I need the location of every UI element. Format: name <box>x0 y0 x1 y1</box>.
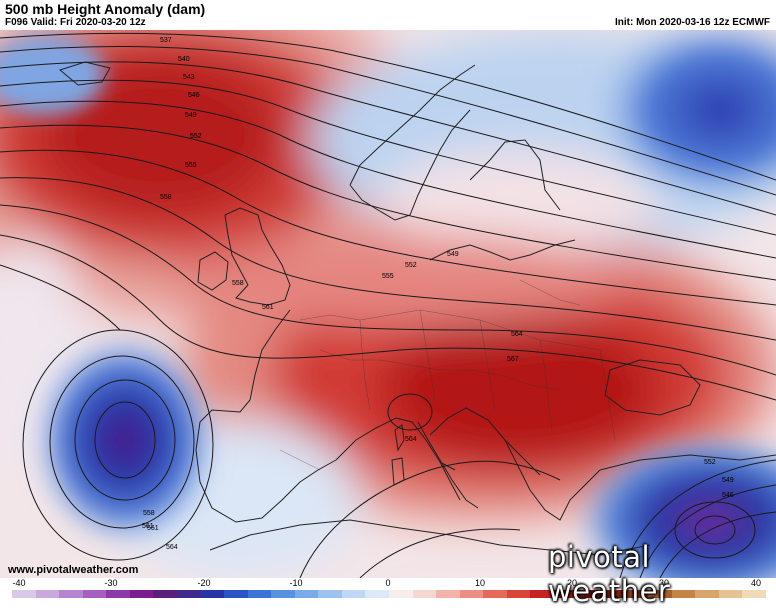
contour-label: 540 <box>178 56 190 63</box>
colorbar-swatch <box>106 590 130 598</box>
colorbar-tick: 10 <box>474 578 486 588</box>
colorbar-swatch <box>82 590 107 598</box>
low-contours <box>22 329 776 578</box>
contour-label: 552 <box>190 133 202 140</box>
contour-label: 552 <box>704 459 716 466</box>
colorbar-tick: -20 <box>197 578 211 588</box>
contour-label: 549 <box>185 112 197 119</box>
contour-label: 558 <box>232 280 244 287</box>
colorbar-swatch <box>695 590 719 598</box>
colorbar-swatch <box>530 590 554 598</box>
colorbar-swatch <box>294 590 319 598</box>
contour-label: 555 <box>185 162 197 169</box>
colorbar-swatch <box>247 590 272 598</box>
colorbar <box>12 590 766 598</box>
colorbar-swatch <box>671 590 696 598</box>
colorbar-swatch <box>436 590 460 598</box>
colorbar-tick: -30 <box>104 578 118 588</box>
contour-label: 549 <box>447 251 459 258</box>
colorbar-tick: 20 <box>566 578 578 588</box>
contour-label: 543 <box>183 74 195 81</box>
contour-label: 564 <box>511 331 523 338</box>
colorbar-swatch <box>365 590 389 598</box>
contour-label: 564 <box>405 436 417 443</box>
colorbar-swatch <box>601 590 625 598</box>
colorbar-swatch <box>506 590 531 598</box>
colorbar-swatch <box>271 590 295 598</box>
contour-label: 537 <box>160 37 172 44</box>
colorbar-swatch <box>577 590 602 598</box>
contour-label: 561 <box>142 523 154 530</box>
contour-label: 561 <box>262 304 274 311</box>
colorbar-swatch <box>483 590 507 598</box>
colorbar-tick: 30 <box>658 578 670 588</box>
init-time: Init: Mon 2020-03-16 12z ECMWF <box>614 17 770 28</box>
colorbar-swatch <box>742 590 766 598</box>
contour-label: 558 <box>143 510 155 517</box>
colorbar-swatch <box>718 590 743 598</box>
website-link[interactable]: www.pivotalweather.com <box>8 564 139 576</box>
contour-label: 564 <box>166 544 178 551</box>
coastlines <box>58 61 776 556</box>
colorbar-swatch <box>648 590 672 598</box>
contour-label: 546 <box>722 492 734 499</box>
colorbar-swatch <box>412 590 437 598</box>
pivotal-weather-logo: pivotal weather <box>548 540 671 608</box>
colorbar-swatch <box>129 590 154 598</box>
colorbar-swatch <box>35 590 60 598</box>
colorbar-swatch <box>459 590 484 598</box>
header: 500 mb Height Anomaly (dam) F096 Valid: … <box>0 0 776 30</box>
map-canvas: 537 540 543 546 549 552 555 558 558 561 … <box>0 30 776 578</box>
colorbar-swatch <box>153 590 177 598</box>
colorbar-scale: -40 -30 -20 -10 0 10 20 30 40 <box>0 578 776 600</box>
height-contours <box>0 32 776 401</box>
contour-label: 552 <box>405 262 417 269</box>
borders <box>279 279 616 471</box>
contour-label: 558 <box>160 194 172 201</box>
colorbar-swatch <box>224 590 248 598</box>
contour-label: 567 <box>507 356 519 363</box>
colorbar-tick: -10 <box>289 578 303 588</box>
contour-labels: 537 540 543 546 549 552 555 558 558 561 … <box>142 37 734 551</box>
colorbar-swatch <box>200 590 225 598</box>
contour-label: 555 <box>382 273 394 280</box>
map-title: 500 mb Height Anomaly (dam) <box>5 1 206 17</box>
contour-label: 561 <box>147 525 159 532</box>
colorbar-tick: 40 <box>750 578 762 588</box>
colorbar-swatch <box>624 590 649 598</box>
colorbar-tick: -40 <box>12 578 26 588</box>
colorbar-swatch <box>318 590 342 598</box>
contour-label: 549 <box>722 477 734 484</box>
colorbar-swatch <box>553 590 578 598</box>
contour-label: 546 <box>188 92 200 99</box>
colorbar-swatch <box>341 590 366 598</box>
anomaly-cores <box>0 30 776 578</box>
colorbar-swatch <box>12 590 36 598</box>
colorbar-tick: 0 <box>385 578 391 588</box>
anomaly-map[interactable]: 537 540 543 546 549 552 555 558 558 561 … <box>0 30 776 578</box>
colorbar-swatch <box>59 590 83 598</box>
colorbar-swatch <box>389 590 413 598</box>
valid-time: F096 Valid: Fri 2020-03-20 12z <box>5 17 146 28</box>
colorbar-swatch <box>176 590 201 598</box>
